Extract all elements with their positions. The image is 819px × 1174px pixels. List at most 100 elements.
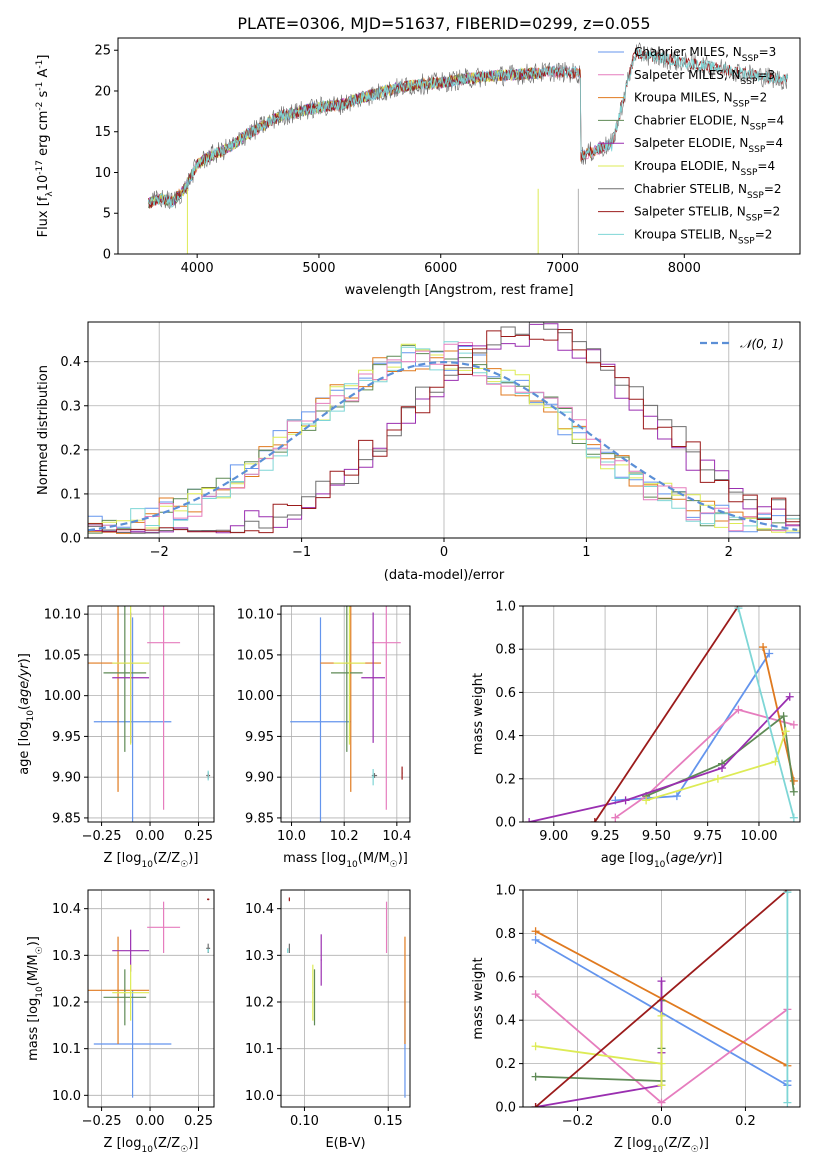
age-vs-Z-xlabel-part: 10 <box>141 860 153 870</box>
spectrum-legend-label-part: Kroupa STELIB, N <box>634 227 738 241</box>
weight-vs-Z-xlabel-part: (Z/Z <box>663 1136 690 1151</box>
spectrum-ylabel-part: λ <box>45 191 55 197</box>
spectrum-ylabel-part: ] <box>36 55 51 60</box>
spectrum-ylabel-part: -2 <box>35 102 45 111</box>
spectrum-ytick-label: 0 <box>103 248 111 263</box>
spectrum-legend-label-part: SSP <box>741 77 758 87</box>
age-vs-Z-xtick-label: 0.25 <box>184 829 213 844</box>
residuals-xtick-label: 0 <box>440 545 448 560</box>
spectrum-line-kroupa-stelib <box>148 48 789 208</box>
weight-vs-age-plot-area <box>525 606 798 822</box>
spectrum-ytick-label: 10 <box>94 166 111 181</box>
weight-vs-Z-xlabel-part: )] <box>699 1136 709 1151</box>
residuals-ytick-label: 0.2 <box>60 443 81 458</box>
weight-vs-age-line-salpeter-stelib <box>594 606 740 822</box>
spectrum-xtick-label: 5000 <box>302 261 335 276</box>
mass-vs-Z-ylabel-part: ☉ <box>35 946 45 954</box>
mass-vs-EBV-ytick-label: 10.4 <box>245 902 274 917</box>
weight-vs-age-marker <box>642 796 651 805</box>
weight-vs-Z-xlabel-part: Z [log <box>614 1136 652 1151</box>
weight-vs-age-xlabel-part: age/yr <box>670 851 713 866</box>
spectrum-legend-label: Chabrier STELIB, NSSP=2 <box>634 182 782 201</box>
age-vs-Z-ylabel-part: )] <box>17 653 32 663</box>
mass-vs-Z-ylabel-part: )] <box>26 936 41 946</box>
weight-vs-age-panel: 9.00 9.25 9.50 9.75 10.00 0.0 0.2 0.4 0.6 0.8 1.0 <box>495 600 801 844</box>
weight-vs-age-xtick-label: 9.25 <box>591 829 620 844</box>
age-vs-Z-xtick-label: −0.25 <box>82 829 122 844</box>
mass-vs-EBV-frame <box>280 889 411 1108</box>
weight-vs-age-xtick-label: 10.00 <box>740 829 777 844</box>
spectrum-xtick-label: 7000 <box>546 261 579 276</box>
weight-vs-age-xlabel-part: ( <box>665 851 670 866</box>
residuals-xtick-label: −2 <box>150 545 169 560</box>
spectrum-line-chabrier-stelib <box>148 42 789 210</box>
spectrum-legend-label-part: Chabrier STELIB, N <box>634 182 747 196</box>
weight-vs-age-marker <box>781 727 790 736</box>
spectrum-legend-label-part: Chabrier ELODIE, N <box>634 113 750 127</box>
weight-vs-age-xlabel: age [log10(age/yr)] <box>601 851 723 870</box>
spectrum-ylabel-part: 10 <box>36 175 51 192</box>
residuals-ylabel: Normed distribution <box>36 365 51 495</box>
spectrum-legend-label-part: SSP <box>741 168 758 178</box>
age-vs-mass-ytick-label: 10.05 <box>237 648 274 663</box>
weight-vs-Z-marker <box>657 1059 666 1068</box>
weight-vs-age-marker <box>734 606 743 613</box>
spectrum-legend-label-part: =4 <box>757 159 775 173</box>
weight-vs-age-ytick-label: 0.4 <box>495 729 516 744</box>
weight-vs-age-marker <box>789 776 798 785</box>
age-vs-Z-xtick-label: 0.00 <box>136 829 165 844</box>
age-vs-mass-panel: 10.0 10.2 10.4 9.85 9.90 9.95 10.00 10.05 10.10 <box>237 605 411 844</box>
weight-vs-age-line-salpeter-elodie <box>529 696 791 822</box>
spectrum-legend-label-part: SSP <box>747 191 764 201</box>
weight-vs-age-marker <box>789 813 798 822</box>
weight-vs-age-marker <box>713 774 722 783</box>
age-vs-mass-xlabel-part: )] <box>398 851 408 866</box>
age-vs-Z-plot-area <box>88 606 211 822</box>
spectrum-legend-label-part: Salpeter ELODIE, N <box>634 136 748 150</box>
spectrum-legend-label-part: Salpeter STELIB, N <box>634 205 746 219</box>
age-vs-Z-xlabel-part: Z [log <box>104 851 142 866</box>
weight-vs-age-ytick-label: 0.8 <box>495 643 516 658</box>
residuals-xtick-label: 2 <box>725 545 733 560</box>
spectrum-legend-label-part: =4 <box>766 113 784 127</box>
age-vs-Z-ytick-label: 9.85 <box>52 811 81 826</box>
weight-vs-Z-xtick-label: 0.2 <box>735 1114 756 1129</box>
age-vs-mass-xlabel: mass [log10(M/M☉)] <box>283 851 408 870</box>
weight-vs-Z-marker <box>783 1098 792 1107</box>
spectrum-legend-label: Kroupa ELODIE, NSSP=4 <box>634 159 775 178</box>
spectrum-legend-label-part: Kroupa ELODIE, N <box>634 159 741 173</box>
weight-vs-age-marker <box>621 796 630 805</box>
mass-vs-Z-ytick-label: 10.4 <box>52 902 81 917</box>
weight-vs-age-marker <box>779 712 788 721</box>
weight-vs-age-xtick-label: 9.00 <box>539 829 568 844</box>
age-vs-Z-ylabel-part: age [log <box>17 722 32 775</box>
age-vs-mass-ytick-label: 9.95 <box>245 730 274 745</box>
age-vs-mass-xlabel-part: (M/M <box>358 851 390 866</box>
mass-vs-Z-xlabel-part: ☉ <box>180 1145 188 1155</box>
spectrum-xtick-label: 4000 <box>181 261 214 276</box>
weight-vs-Z-xlabel-part: 10 <box>652 1145 664 1155</box>
age-vs-mass-ytick-label: 9.85 <box>245 811 274 826</box>
mass-vs-Z-xlabel-part: (Z/Z <box>153 1136 180 1151</box>
age-vs-Z-xlabel: Z [log10(Z/Z☉)] <box>104 851 199 870</box>
mass-vs-Z-panel: −0.25 0.00 0.25 10.0 10.1 10.2 10.3 10.4 <box>52 889 215 1129</box>
residuals-xtick-label: −1 <box>292 545 311 560</box>
residuals-panel: −2 −1 0 1 2 0.0 0.1 0.2 0.3 0.4 <box>60 321 801 560</box>
spectrum-ytick-label: 5 <box>103 207 111 222</box>
spectrum-legend-label-part: SSP <box>733 100 750 110</box>
weight-vs-Z-marker <box>531 935 540 944</box>
normal-curve <box>88 360 798 532</box>
mass-vs-Z-xlabel-part: Z [log <box>104 1136 142 1151</box>
spectrum-panel: 4000 5000 6000 7000 8000 0 5 10 15 20 25 <box>94 37 801 276</box>
weight-vs-Z-plot-area <box>531 890 792 1107</box>
residuals-ytick-label: 0.0 <box>60 532 81 547</box>
weight-vs-Z-marker <box>657 1098 666 1107</box>
spectrum-ytick-label: 20 <box>94 84 111 99</box>
weight-vs-Z-ytick-label: 0.6 <box>495 970 516 985</box>
figure-title: PLATE=0306, MJD=51637, FIBERID=0299, z=0… <box>237 14 650 33</box>
mass-vs-EBV-xtick-label: 0.10 <box>290 1114 319 1129</box>
weight-vs-age-marker <box>611 813 620 822</box>
age-vs-Z-panel: −0.25 0.00 0.25 9.85 9.90 9.95 10.00 10.05 10.10 <box>44 605 215 844</box>
spectrum-legend-label-part: Salpeter MILES, N <box>634 68 741 82</box>
